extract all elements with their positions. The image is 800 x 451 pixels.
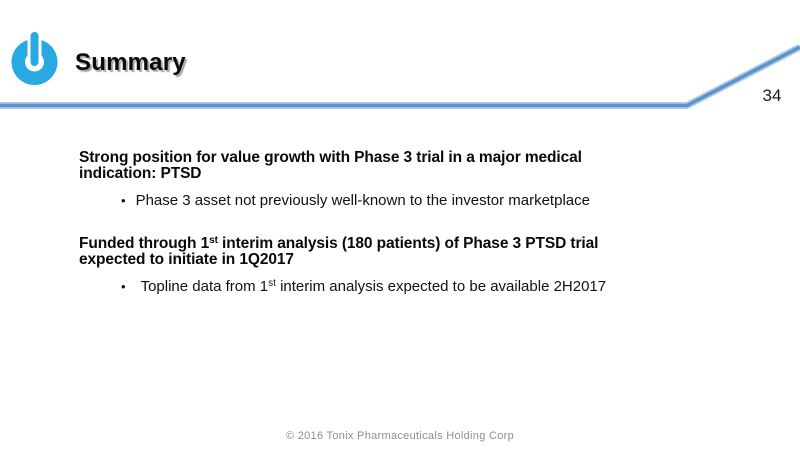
power-button-logo-icon — [11, 29, 58, 85]
copyright-footer: © 2016 Tonix Pharmaceuticals Holding Cor… — [285, 430, 515, 442]
block2-heading-pre: Funded through 1 — [79, 235, 210, 252]
block1-bullet-text: Phase 3 asset not previously well-known … — [135, 192, 590, 209]
text-block-2: Funded through 1st interim analysis (180… — [79, 236, 719, 295]
page-title: Summary — [75, 49, 186, 76]
accent-divider-line — [0, 43, 800, 109]
block2-bullet-item: • Topline data from 1st interim analysis… — [121, 279, 719, 295]
block1-heading-line1: Strong position for value growth with Ph… — [79, 149, 582, 166]
block1-bullet-item: • Phase 3 asset not previously well-know… — [121, 193, 719, 209]
superscript-st: st — [268, 278, 276, 289]
block2-heading-line2: expected to initiate in 1Q2017 — [79, 251, 294, 268]
block1-heading: Strong position for value growth with Ph… — [79, 150, 719, 182]
block2-bullet-text: Topline data from 1st interim analysis e… — [141, 279, 607, 295]
page-number: 34 — [762, 86, 782, 105]
text-block-1: Strong position for value growth with Ph… — [79, 150, 719, 209]
block2-heading-post: interim analysis (180 patients) of Phase… — [217, 235, 599, 252]
block2-bullet-post: interim analysis expected to be availabl… — [275, 278, 607, 295]
bullet-icon: • — [121, 193, 126, 208]
block2-heading: Funded through 1st interim analysis (180… — [79, 236, 719, 268]
block2-heading-line1: Funded through 1st interim analysis (180… — [79, 236, 719, 252]
block2-bullet-pre: Topline data from 1 — [140, 278, 269, 295]
superscript-st: st — [209, 235, 218, 246]
block1-heading-line2: indication: PTSD — [79, 165, 202, 182]
slide-body: Strong position for value growth with Ph… — [79, 150, 719, 295]
bullet-icon: • — [121, 279, 126, 294]
